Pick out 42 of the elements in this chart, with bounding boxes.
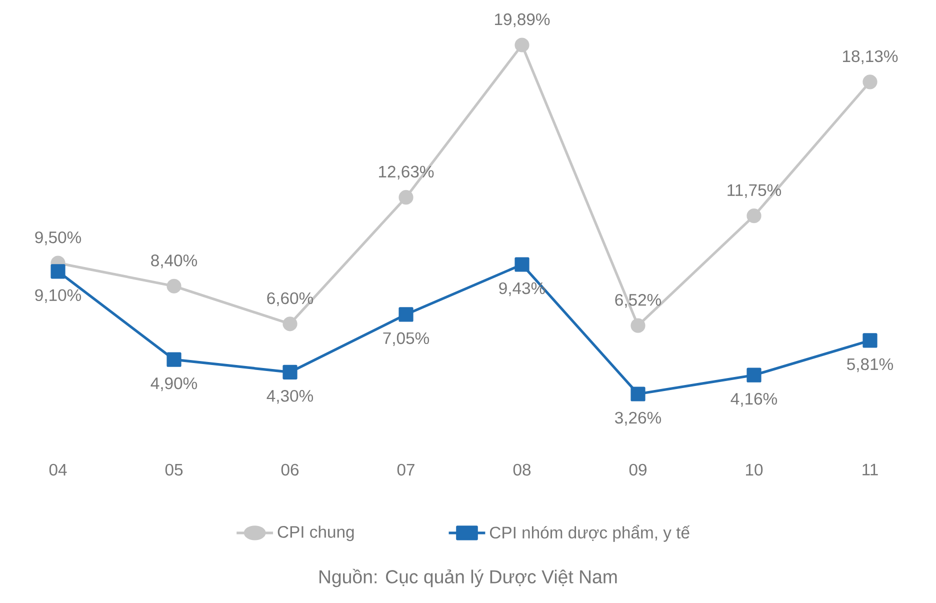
point — [166, 352, 182, 367]
point — [862, 333, 878, 348]
data-label: 3,26% — [614, 412, 662, 426]
data-label: 5,81% — [847, 358, 894, 372]
data-label: 19,89% — [495, 13, 550, 28]
data-label: 6,60% — [267, 292, 314, 306]
point — [398, 190, 414, 205]
point — [630, 318, 646, 333]
data-label: 9,10% — [35, 289, 82, 304]
point — [282, 316, 298, 332]
point — [166, 278, 182, 294]
data-label: 7,05% — [383, 332, 430, 346]
data-label: 8,40% — [151, 254, 198, 268]
data-label: 9,50% — [35, 231, 82, 246]
point — [398, 307, 414, 322]
point — [514, 38, 530, 52]
data-label: 6,52% — [615, 294, 662, 308]
point — [746, 368, 762, 382]
data-label: 4,30% — [266, 390, 314, 404]
data-label: 9,43% — [499, 282, 546, 296]
point — [514, 257, 530, 272]
data-label: 4,16% — [730, 392, 778, 407]
point — [746, 208, 762, 224]
text: Nguồn: Cục quản lý Dược Việt Nam — [320, 568, 617, 588]
point — [862, 74, 878, 90]
data-label: 4,90% — [150, 377, 198, 392]
x-tick-label: 06 — [281, 464, 299, 476]
x-tick-label: 09 — [629, 464, 646, 476]
x-tick-label: 11 — [862, 464, 878, 476]
data-label: 11,75% — [728, 184, 782, 198]
x-tick-label: 10 — [746, 464, 763, 476]
x-tick-label: 07 — [397, 464, 414, 476]
legend-label: CPI nhóm dược phẩm, y tế — [490, 524, 690, 542]
legend-label: CPI chung — [278, 526, 354, 542]
point — [50, 264, 66, 279]
data-label: 18,13% — [843, 50, 898, 64]
point — [630, 386, 646, 402]
x-tick-label: 05 — [165, 464, 183, 476]
x-tick-label: 04 — [49, 464, 67, 476]
data-label: 12,63% — [379, 166, 434, 180]
point — [282, 364, 298, 380]
x-tick-label: 08 — [513, 464, 531, 476]
